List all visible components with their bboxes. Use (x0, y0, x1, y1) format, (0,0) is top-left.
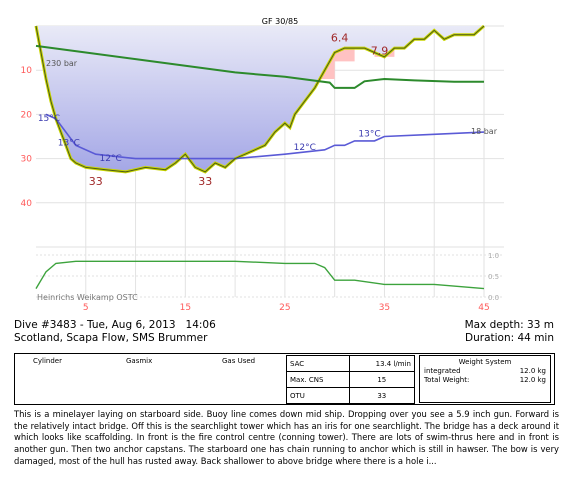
tank-pressure-line (35, 44, 484, 89)
ppo2-tick-label: 0.0 (488, 294, 499, 302)
temperature-label: 15°C (38, 114, 60, 124)
gf-label: GF 30/85 (262, 17, 298, 26)
ppo2-line (35, 260, 485, 290)
weight-integrated-row: integrated 12.0 kg (424, 367, 546, 376)
temperature-label: 12°C (100, 154, 122, 164)
duration-value: Duration: 44 min (465, 332, 554, 344)
cns-row: Max. CNS 15 (286, 371, 416, 388)
otu-row: OTU 33 (286, 387, 416, 404)
weight-system-panel: Weight System integrated 12.0 kg Total W… (419, 355, 551, 403)
temperature-label: 13°C (58, 138, 80, 148)
tank-start-label: 230 bar (46, 59, 78, 68)
dive-title: Dive #3483 - Tue, Aug 6, 2013 14:06 (14, 319, 216, 331)
ppo2-tick-label: 0.5 (488, 273, 499, 281)
y-tick-label: 30 (21, 155, 33, 165)
tank-end-label: 18 bar (471, 127, 498, 136)
cylinder-header: Cylinder (33, 357, 62, 365)
x-tick-label: 35 (379, 303, 390, 313)
cns-value: 15 (348, 371, 416, 388)
sac-row: SAC 13.4 l/min (286, 355, 416, 372)
dive-info-panel: Cylinder Gasmix Gas Used SAC 13.4 l/min … (14, 353, 555, 405)
computer-model-label: Heinrichs Weikamp OSTC (37, 293, 138, 302)
weight-integrated-label: integrated (424, 367, 461, 375)
weight-system-title: Weight System (458, 358, 512, 366)
x-tick-label: 15 (180, 303, 191, 313)
depth-area (36, 26, 484, 172)
depth-label: 6.4 (331, 31, 349, 44)
y-tick-label: 20 (21, 110, 33, 120)
depth-profile-edge (35, 25, 485, 173)
temperature-label: 13°C (358, 130, 380, 140)
dive-location: Scotland, Scapa Flow, SMS Brummer (14, 332, 208, 344)
dive-notes: This is a minelayer laying on starboard … (14, 409, 559, 466)
depth-label: 33 (198, 175, 212, 188)
max-depth-value: Max depth: 33 m (464, 319, 554, 331)
x-tick-label: 45 (478, 303, 489, 313)
ppo2-tick-label: 1.0 (488, 252, 499, 260)
sac-label: SAC (286, 355, 350, 372)
x-tick-label: 5 (83, 303, 89, 313)
sac-value: 13.4 l/min (348, 355, 416, 372)
weight-integrated-value: 12.0 kg (519, 367, 546, 375)
depth-label: 7.9 (371, 45, 389, 58)
depth-label: 33 (89, 175, 103, 188)
temperature-line (45, 113, 485, 160)
cns-label: Max. CNS (286, 371, 350, 388)
gasmix-header: Gasmix (126, 357, 153, 365)
otu-label: OTU (286, 387, 350, 404)
weight-total-value: 12.0 kg (519, 376, 546, 384)
dive-profile-chart: 33 33 6.4 7.9 15°C 13°C 12°C 12°C 13°C 10 20 30 40 5… (20, 17, 504, 313)
temperature-label: 12°C (294, 143, 316, 153)
y-tick-label: 40 (21, 199, 33, 209)
x-tick-label: 25 (279, 303, 290, 313)
dive-stats-table: SAC 13.4 l/min Max. CNS 15 OTU 33 (286, 355, 416, 404)
weight-total-row: Total Weight: 12.0 kg (424, 376, 546, 385)
y-tick-label: 10 (21, 66, 33, 76)
gas-used-header: Gas Used (222, 357, 256, 365)
weight-total-label: Total Weight: (424, 376, 470, 384)
otu-value: 33 (348, 387, 416, 404)
